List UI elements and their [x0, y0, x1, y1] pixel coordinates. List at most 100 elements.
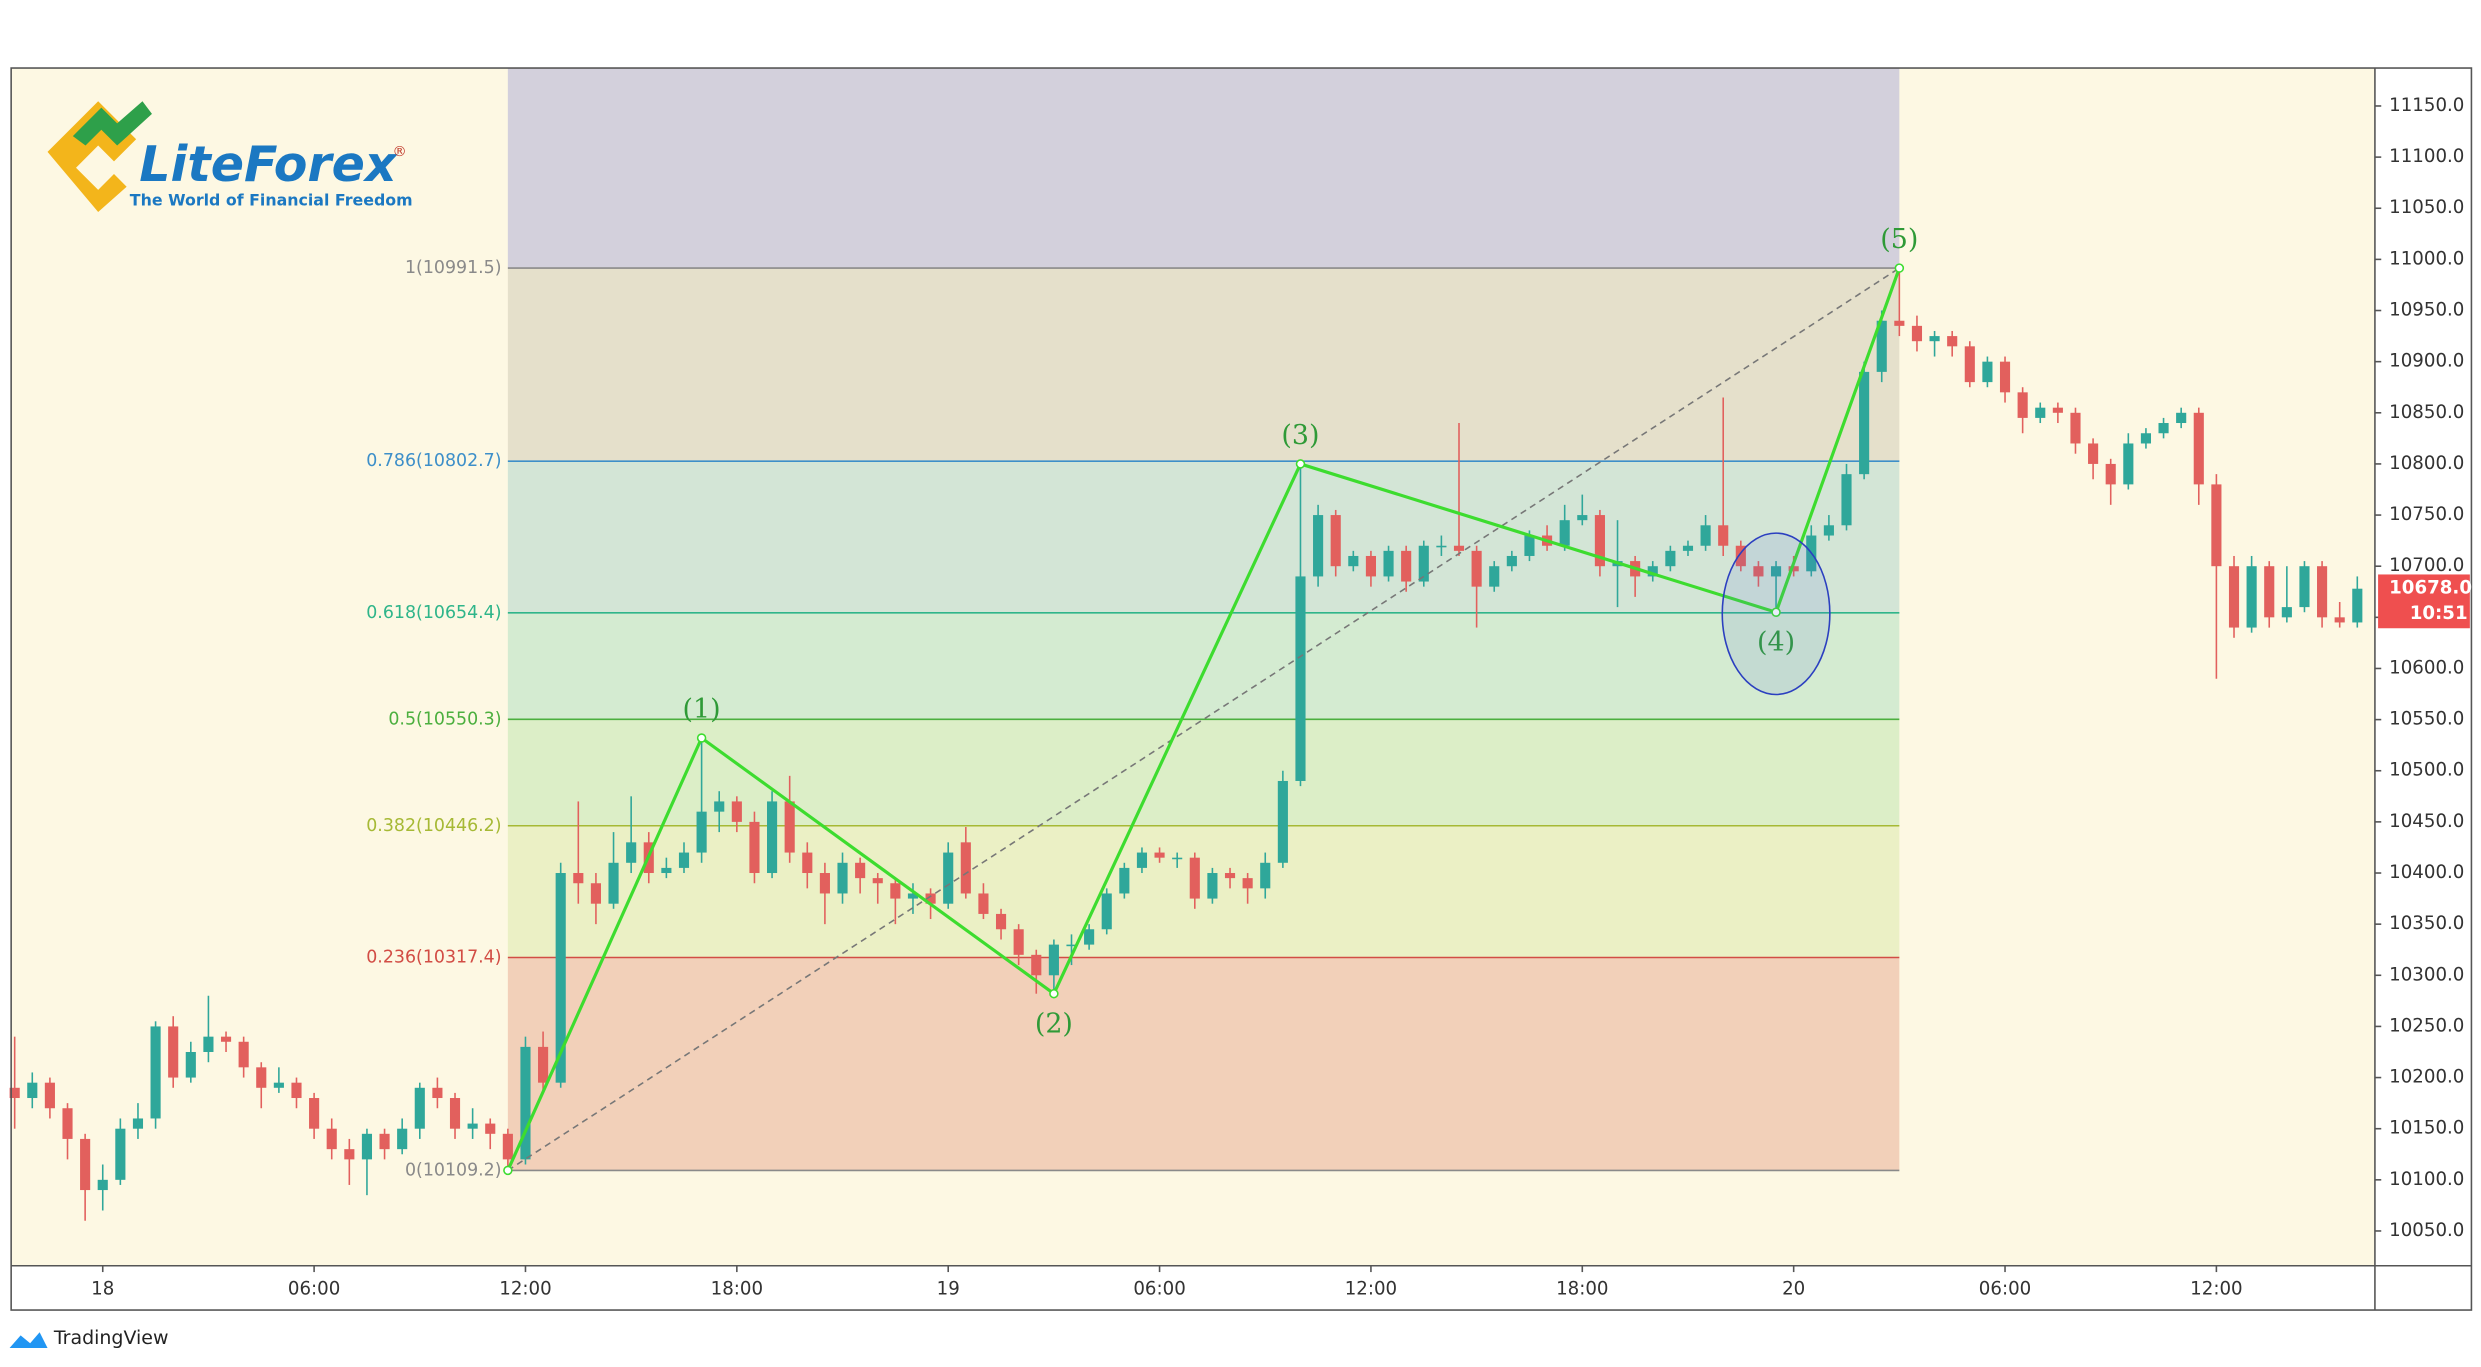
candle-body	[855, 862, 866, 879]
candle-body	[1929, 336, 1940, 342]
wave-label: (4)	[1757, 627, 1795, 658]
y-tick-label: 10450.0	[2389, 811, 2464, 832]
x-tick-label: 18:00	[1556, 1278, 1608, 1299]
wave-layer: (1) (2) (3) (4) (5)	[503, 224, 1918, 1176]
price-axis	[2374, 68, 2472, 1266]
candle-body	[1647, 566, 1658, 577]
y-tick-label: 11000.0	[2389, 248, 2464, 269]
fib-label: 0.5(10550.3)	[388, 709, 501, 729]
x-tick-label: 12:00	[2190, 1278, 2242, 1299]
wave-label: (3)	[1281, 420, 1319, 451]
fib-zone	[507, 68, 1900, 269]
candle-body	[1207, 873, 1218, 899]
x-tick-label: 06:00	[1133, 1278, 1185, 1299]
candle-body	[115, 1128, 126, 1180]
candle-body	[1947, 336, 1958, 347]
y-tick-label: 10150.0	[2389, 1118, 2464, 1139]
candle-body	[1876, 320, 1887, 372]
candle-body	[2211, 484, 2222, 567]
candle-body	[1788, 566, 1799, 572]
candle-body	[978, 893, 989, 914]
y-tick-label: 10750.0	[2389, 504, 2464, 525]
footer-text: TradingView	[53, 1327, 169, 1349]
candle-body	[1841, 474, 1852, 526]
candle-body	[2264, 566, 2275, 618]
y-tick-label: 10300.0	[2389, 964, 2464, 985]
candle-body	[1859, 371, 1870, 475]
logo: LiteForex ® The World of Financial Freed…	[47, 101, 413, 213]
y-tick-label: 10900.0	[2389, 351, 2464, 372]
candle-body	[361, 1133, 373, 1160]
fib-label: 0.618(10654.4)	[366, 603, 501, 623]
candle-body	[1383, 550, 1394, 577]
candle-body	[1894, 320, 1905, 326]
last-price-box	[2378, 574, 2470, 629]
candle-body	[1418, 545, 1429, 582]
fib-label: 0(10109.2)	[405, 1160, 502, 1180]
y-tick-label: 11150.0	[2389, 95, 2464, 116]
candle-body	[397, 1128, 408, 1150]
candle-body	[2140, 433, 2152, 444]
fib-layer: 1(10991.5) 0.786(10802.7) 0.618(10654.4) 0.…	[366, 68, 1900, 1180]
candle-body	[626, 842, 637, 863]
y-tick-label: 10550.0	[2389, 709, 2464, 730]
candle-body	[132, 1118, 144, 1129]
candle-body	[661, 867, 672, 874]
wave-label: (2)	[1035, 1008, 1073, 1039]
candle-body	[1453, 545, 1465, 551]
y-tick-label: 10600.0	[2389, 657, 2464, 678]
x-tick-label: 12:00	[499, 1278, 551, 1299]
x-tick-label: 19	[937, 1278, 960, 1299]
candle-body	[1189, 857, 1200, 899]
highlight-ellipse	[1721, 532, 1831, 696]
y-tick-label: 10350.0	[2389, 913, 2464, 934]
candle-body	[1682, 545, 1694, 551]
x-tick-label: 18	[91, 1278, 114, 1299]
y-tick-label: 11100.0	[2389, 146, 2464, 167]
candle-body	[872, 878, 883, 884]
y-tick-label: 10400.0	[2389, 862, 2464, 883]
candle-body	[1577, 515, 1588, 521]
y-tick-label: 10500.0	[2389, 760, 2464, 781]
candle-body	[502, 1133, 513, 1160]
y-tick-label: 10250.0	[2389, 1015, 2464, 1036]
fib-zone	[507, 957, 1900, 1171]
candle-body	[1999, 361, 2011, 393]
frame	[10, 67, 2473, 1311]
candle-body	[1013, 929, 1024, 955]
candle-body	[2052, 407, 2063, 413]
candle-body	[1295, 576, 1306, 781]
candle-body	[1911, 325, 1923, 342]
candle-body	[2352, 588, 2363, 623]
candle-body	[2105, 463, 2116, 485]
wave-line	[506, 267, 1901, 1172]
countdown-label: 10:51	[2410, 603, 2468, 624]
time-axis	[11, 1265, 2472, 1311]
candle-body	[2317, 566, 2328, 618]
axes-layer: 10050.0 10100.0 10150.0 10200.0 10250.0 10300…	[91, 95, 2472, 1299]
candle-body	[696, 811, 707, 853]
candle-body	[2070, 412, 2081, 444]
y-tick-label: 10200.0	[2389, 1067, 2464, 1088]
candle-body	[273, 1082, 284, 1088]
candle-body	[309, 1098, 320, 1129]
y-tick-label: 10050.0	[2389, 1220, 2464, 1241]
candle-body	[1224, 873, 1236, 879]
candle-body	[573, 873, 584, 884]
x-tick-label: 06:00	[288, 1278, 340, 1299]
candle-body	[2088, 443, 2099, 464]
candle-body	[1559, 520, 1570, 546]
candle-body	[1330, 515, 1341, 567]
wave-point	[503, 1165, 513, 1176]
candle-body	[749, 821, 760, 874]
fib-zone	[507, 612, 1900, 720]
candle-body	[819, 873, 830, 894]
candle-body	[2246, 566, 2257, 628]
candle-body	[837, 862, 848, 894]
candle-body	[220, 1036, 232, 1042]
candle-body	[432, 1087, 443, 1099]
candle-body	[326, 1128, 337, 1150]
candle-body	[784, 801, 795, 853]
candle-body	[1753, 566, 1764, 577]
